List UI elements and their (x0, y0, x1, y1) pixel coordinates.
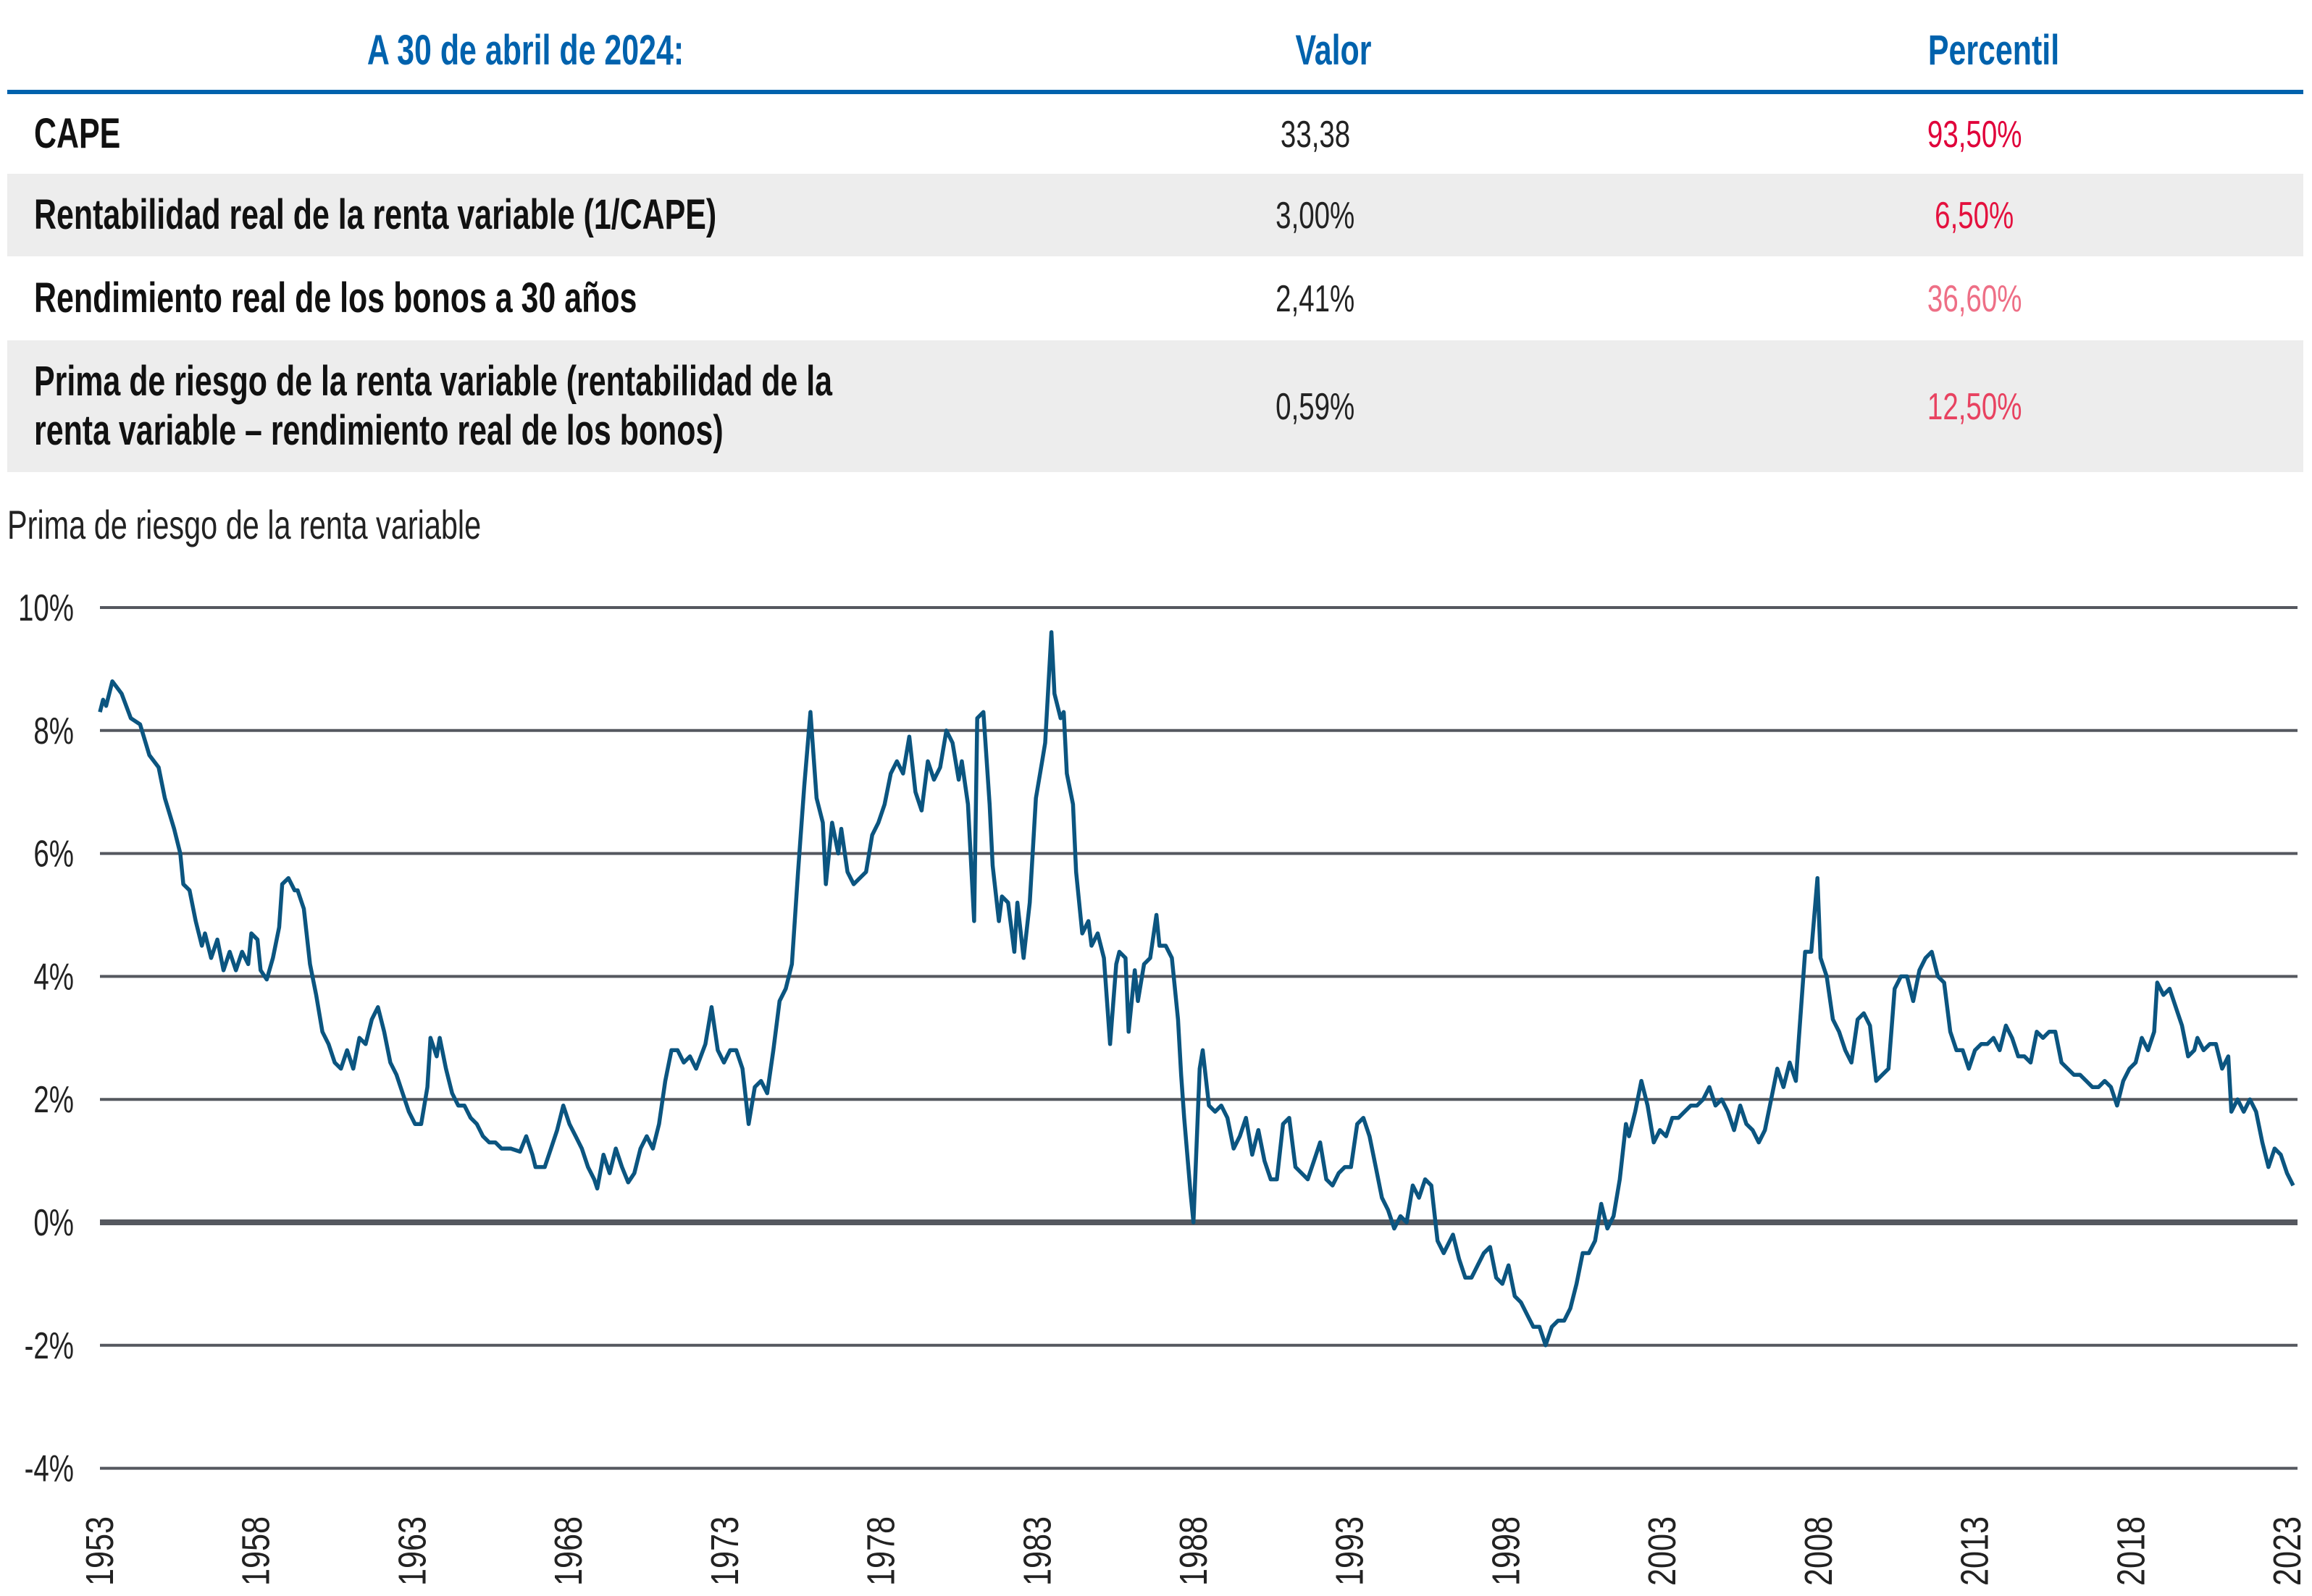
header-date-label: A 30 de abril de 2024: (367, 27, 684, 74)
x-tick-label: 2023 (2266, 1516, 2310, 1586)
x-tick-label: 1993 (1328, 1516, 1372, 1586)
line-chart: 10% 8% 6% 4% 2% 0% -2% -4% 1953 1958 1963 1968 1973… (18, 587, 2310, 1586)
x-tick-label: 1983 (1016, 1516, 1060, 1586)
row-label: CAPE (34, 110, 121, 157)
table-row-equity-risk-premium: Prima de riesgo de la renta variable (re… (7, 340, 2303, 472)
table-row-bond-yield: Rendimiento real de los bonos a 30 años … (7, 256, 2303, 340)
x-tick-label: 1953 (79, 1516, 122, 1586)
series-line-equity-risk-premium (98, 630, 2295, 1348)
row-percentile: 93,50% (1927, 114, 2022, 156)
y-tick-label: 4% (33, 956, 74, 998)
x-tick-label: 2003 (1641, 1516, 1685, 1586)
row-label-line2: renta variable – rendimiento real de los… (34, 407, 724, 454)
y-tick-label: -4% (25, 1448, 74, 1490)
chart-title: Prima de riesgo de la renta variable (7, 501, 648, 548)
row-value: 2,41% (1276, 278, 1355, 320)
row-value: 3,00% (1276, 195, 1355, 237)
x-tick-label: 1958 (235, 1516, 278, 1586)
x-tick-label: 1973 (703, 1516, 747, 1586)
x-tick-label: 1998 (1485, 1516, 1528, 1586)
y-tick-label: 10% (18, 587, 74, 629)
row-percentile: 36,60% (1927, 278, 2022, 320)
header-value: Valor (1295, 27, 1372, 74)
row-value: 0,59% (1276, 386, 1355, 428)
y-tick-label: 2% (33, 1079, 74, 1121)
x-tick-label: 1963 (391, 1516, 435, 1586)
y-tick-label: 6% (33, 833, 74, 875)
x-tick-label: 2008 (1797, 1516, 1840, 1586)
table-header: A 30 de abril de 2024: Valor Percentil (7, 0, 2303, 94)
x-tick-label: 1978 (860, 1516, 903, 1586)
y-tick-label: -2% (25, 1324, 74, 1366)
row-label: Rendimiento real de los bonos a 30 años (34, 274, 637, 322)
row-percentile: 6,50% (1935, 195, 2014, 237)
row-value: 33,38 (1280, 114, 1351, 156)
row-label-line1: Prima de riesgo de la renta variable (re… (34, 358, 833, 405)
table-row-cape: CAPE 33,38 93,50% (7, 94, 2303, 174)
table-row-equity-yield: Rentabilidad real de la renta variable (… (7, 174, 2303, 256)
chart-title-text: Prima de riesgo de la renta variable (7, 502, 482, 547)
row-percentile: 12,50% (1927, 386, 2022, 428)
x-tick-label: 1968 (548, 1516, 591, 1586)
row-label: Rentabilidad real de la renta variable (… (34, 191, 717, 238)
x-tick-label: 2018 (2110, 1516, 2153, 1586)
y-tick-label: 0% (33, 1201, 74, 1243)
y-tick-label: 8% (33, 710, 74, 752)
x-tick-label: 2013 (1953, 1516, 1997, 1586)
x-tick-label: 1988 (1173, 1516, 1216, 1586)
header-percentile: Percentil (1927, 27, 2060, 74)
